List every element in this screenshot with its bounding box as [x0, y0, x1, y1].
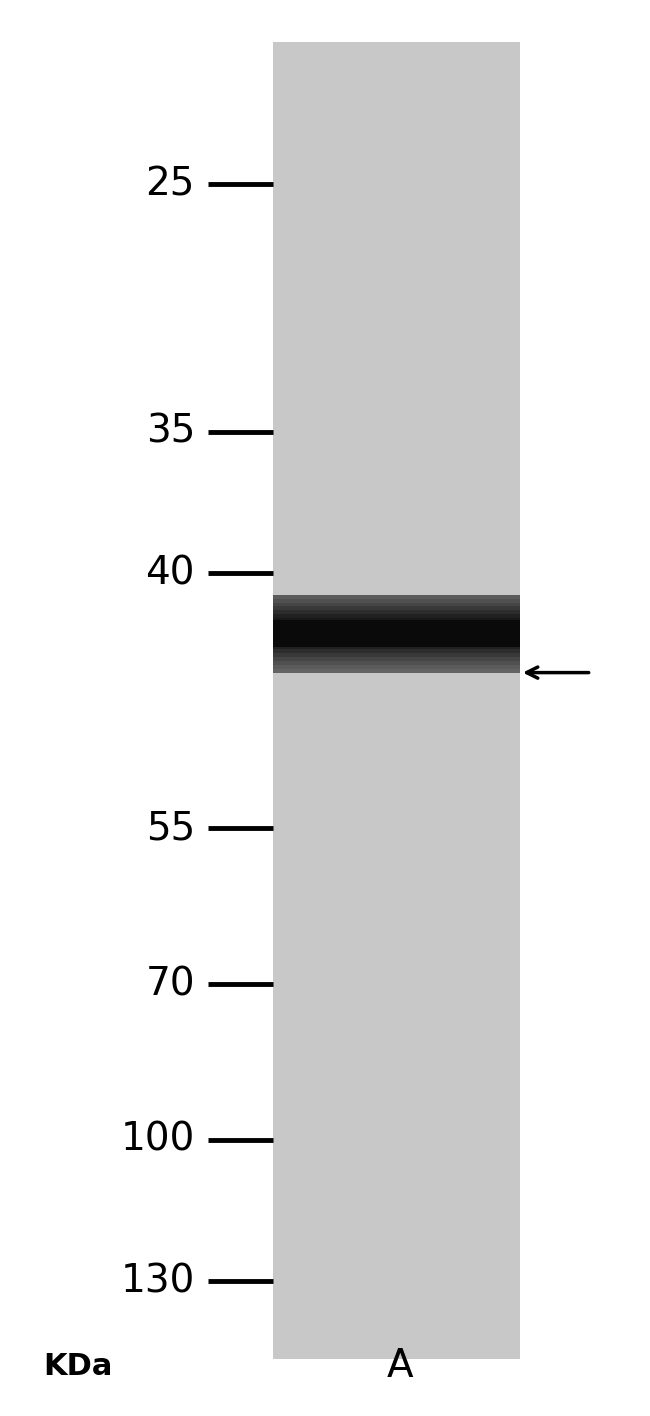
- Bar: [273, 633, 520, 637]
- Text: 70: 70: [146, 966, 195, 1003]
- Bar: [273, 622, 520, 626]
- Bar: [273, 653, 520, 657]
- Bar: [273, 661, 520, 666]
- Text: 100: 100: [121, 1121, 195, 1158]
- Bar: [273, 637, 520, 641]
- Bar: [273, 610, 520, 615]
- Bar: [273, 617, 520, 622]
- Text: 130: 130: [121, 1263, 195, 1300]
- Text: 55: 55: [146, 810, 195, 847]
- Bar: [273, 641, 520, 646]
- Bar: [273, 657, 520, 661]
- Bar: [273, 668, 520, 673]
- Bar: [273, 42, 520, 1359]
- Bar: [273, 664, 520, 668]
- Bar: [273, 626, 520, 630]
- Bar: [273, 646, 520, 649]
- Bar: [273, 630, 520, 634]
- Text: KDa: KDa: [44, 1352, 112, 1381]
- Text: 40: 40: [146, 555, 195, 592]
- Text: A: A: [387, 1348, 413, 1385]
- Bar: [273, 603, 520, 606]
- Bar: [273, 595, 520, 599]
- Bar: [273, 649, 520, 653]
- Bar: [273, 620, 520, 647]
- Bar: [273, 606, 520, 610]
- Text: 25: 25: [146, 166, 195, 202]
- Bar: [273, 599, 520, 603]
- Bar: [273, 615, 520, 617]
- Text: 35: 35: [146, 413, 195, 450]
